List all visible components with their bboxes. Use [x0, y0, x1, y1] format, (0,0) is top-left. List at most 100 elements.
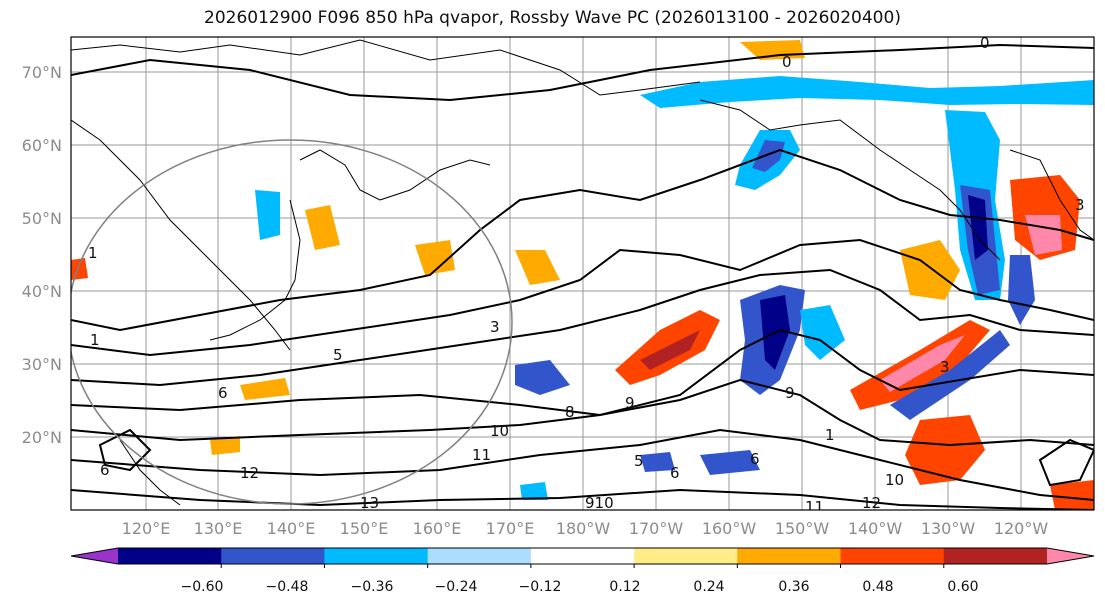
colorbar-extend-low — [71, 548, 118, 564]
contour-label: 12 — [862, 494, 881, 512]
contour-label: 10 — [885, 471, 904, 489]
anomaly-blob — [640, 330, 700, 370]
lat-label: 40°N — [22, 282, 62, 301]
colorbar-segment — [737, 548, 842, 564]
lon-label: 150°E — [340, 519, 389, 538]
lat-label: 60°N — [22, 136, 62, 155]
lon-label: 120°E — [122, 519, 171, 538]
anomaly-blob — [1050, 480, 1094, 510]
lon-label: 160°E — [413, 519, 462, 538]
colorbar-segment — [427, 548, 532, 564]
colorbar-segment — [530, 548, 635, 564]
anomaly-blob — [900, 240, 960, 300]
contour-label: 6 — [218, 384, 228, 402]
colorbar-tick-label: −0.48 — [266, 579, 309, 595]
contour-label: 1 — [90, 331, 100, 349]
anomaly-blob — [700, 450, 760, 475]
anomaly-blob — [905, 415, 985, 485]
lon-label: 140°E — [267, 519, 316, 538]
colorbar-tick-label: 0.12 — [609, 579, 640, 595]
colorbar-tick-label: 0.60 — [947, 579, 978, 595]
lon-label: 120°W — [994, 519, 1049, 538]
latitude-labels: 70°N 60°N 50°N 40°N 30°N 20°N — [22, 63, 62, 447]
anomaly-blob — [240, 378, 290, 400]
anomaly-blob — [255, 190, 280, 240]
lon-label: 130°W — [921, 519, 976, 538]
contour-label: 1 — [825, 426, 835, 444]
colorbar-segment — [118, 548, 222, 564]
anomaly-blob — [515, 360, 570, 395]
anomaly-blob — [1008, 255, 1035, 325]
colorbar-tick-label: 0.24 — [693, 579, 724, 595]
colorbar-tick-label: −0.60 — [181, 579, 224, 595]
contour-label: 3 — [490, 318, 500, 336]
contour-label: 8 — [565, 403, 575, 421]
map-title: 2026012900 F096 850 hPa qvapor, Rossby W… — [204, 8, 901, 28]
colorbar — [70, 547, 1095, 568]
contour-label: 6 — [750, 450, 760, 468]
longitude-labels: 120°E 130°E 140°E 150°E 160°E 170°E 180°… — [122, 519, 1049, 538]
contour-label: 9 — [625, 394, 635, 412]
contour-label: 0 — [782, 53, 792, 71]
lon-label: 150°W — [775, 519, 830, 538]
contour-label: 5 — [634, 452, 644, 470]
contour-label: 11 — [805, 498, 824, 516]
anomaly-blob — [71, 258, 88, 280]
contour-label: 9 — [785, 384, 795, 402]
contour-label: 11 — [472, 446, 491, 464]
contour-label: 910 — [585, 494, 614, 512]
anomaly-blob — [515, 250, 560, 285]
lon-label: 180°W — [556, 519, 611, 538]
colorbar-segment — [634, 548, 738, 564]
anomaly-blob — [640, 452, 675, 472]
lat-label: 70°N — [22, 63, 62, 82]
colorbar-tick-label: −0.24 — [435, 579, 478, 595]
contour-labels: 0 0 1 3 3 5 6 6 8 9 9 10 11 12 13 5 6 6 … — [88, 34, 1085, 516]
anomaly-blob — [890, 330, 1010, 420]
lon-label: 130°E — [194, 519, 243, 538]
colorbar-segment — [943, 548, 1048, 564]
anomaly-blob — [305, 205, 340, 250]
map-frame — [70, 36, 1095, 511]
anomaly-blob — [752, 140, 785, 172]
contour-label: 6 — [670, 464, 680, 482]
anomaly-blob — [520, 482, 548, 500]
contour-label: 3 — [940, 358, 950, 376]
anomaly-fill — [71, 40, 1094, 510]
contour-label: 1 — [88, 244, 98, 262]
colorbar-tick-label: −0.12 — [519, 579, 562, 595]
contour-label: 10 — [490, 422, 509, 440]
contour-label: 13 — [360, 494, 379, 512]
contour-label: 12 — [240, 464, 259, 482]
coastlines — [71, 39, 1094, 506]
colorbar-segment — [840, 548, 945, 564]
anomaly-blob — [415, 240, 455, 275]
anomaly-blob — [880, 335, 965, 392]
anomaly-blob — [640, 76, 1094, 108]
anomaly-blob — [968, 195, 988, 260]
contour-label: 6 — [100, 461, 110, 479]
great-circle — [71, 139, 513, 505]
anomaly-blob — [210, 436, 240, 455]
lon-label: 160°W — [702, 519, 757, 538]
colorbar-tick-label: −0.36 — [351, 579, 394, 595]
colorbar-outline — [70, 547, 1095, 565]
colorbar-tick-label: 0.48 — [862, 579, 893, 595]
lon-label: 170°E — [486, 519, 535, 538]
lat-label: 30°N — [22, 355, 62, 374]
lat-label: 20°N — [22, 428, 62, 447]
contour-label: 5 — [333, 346, 343, 364]
colorbar-tick-label: 0.36 — [778, 579, 809, 595]
anomaly-blob — [800, 305, 845, 360]
colorbar-segment — [221, 548, 325, 564]
contour-label: 3 — [1075, 196, 1085, 214]
qvapor-contours — [71, 43, 1094, 510]
colorbar-extend-high — [1047, 548, 1094, 564]
lon-label: 170°W — [629, 519, 684, 538]
lon-label: 140°W — [848, 519, 903, 538]
colorbar-segment — [324, 548, 429, 564]
lat-label: 50°N — [22, 209, 62, 228]
contour-label: 0 — [980, 34, 990, 52]
colorbar-ticks: −0.60 −0.48 −0.36 −0.24 −0.12 0.12 0.24 … — [181, 579, 979, 595]
